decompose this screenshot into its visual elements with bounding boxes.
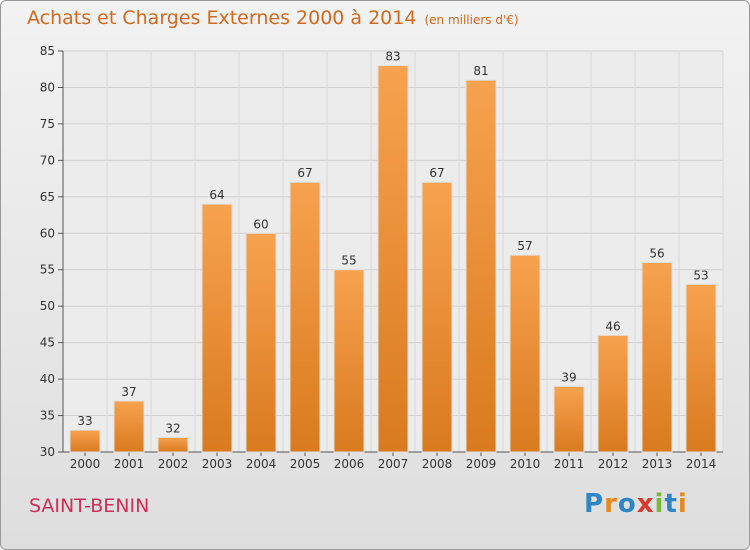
x-tick-label: 2001 bbox=[114, 457, 145, 471]
logo-letter: t bbox=[664, 489, 678, 519]
y-tick-label: 50 bbox=[40, 299, 55, 313]
data-label: 53 bbox=[693, 268, 708, 282]
logo-letter: x bbox=[636, 489, 655, 519]
chart-subtitle: (en milliers d'€) bbox=[424, 13, 519, 27]
x-tick-label: 2000 bbox=[70, 457, 101, 471]
data-label: 57 bbox=[517, 239, 532, 253]
bar bbox=[157, 436, 189, 453]
y-tick-label: 70 bbox=[40, 153, 55, 167]
data-label: 67 bbox=[429, 166, 444, 180]
bar bbox=[421, 181, 453, 453]
data-label: 37 bbox=[121, 385, 136, 399]
x-tick-label: 2003 bbox=[202, 457, 233, 471]
x-tick-label: 2013 bbox=[642, 457, 673, 471]
logo-letter: P bbox=[584, 489, 605, 519]
data-label: 33 bbox=[77, 414, 92, 428]
bar bbox=[641, 261, 673, 453]
y-tick-label: 60 bbox=[40, 226, 55, 240]
tick-labels: 30 35 40 45 50 55 60 65 70 75 80 85 2000 2001 2002 2003… bbox=[40, 44, 717, 471]
x-tick-label: 2008 bbox=[422, 457, 453, 471]
data-label: 56 bbox=[649, 246, 664, 260]
bar bbox=[553, 385, 585, 453]
x-tick-label: 2007 bbox=[378, 457, 409, 471]
bar bbox=[465, 79, 497, 453]
data-label: 46 bbox=[605, 319, 620, 333]
x-tick-label: 2012 bbox=[598, 457, 629, 471]
y-tick-label: 80 bbox=[40, 80, 55, 94]
y-tick-label: 35 bbox=[40, 409, 55, 423]
bar bbox=[69, 429, 101, 453]
chart-title-text: Achats et Charges Externes 2000 à 2014 bbox=[27, 7, 417, 29]
x-tick-label: 2005 bbox=[290, 457, 321, 471]
bar bbox=[685, 283, 717, 453]
bar bbox=[289, 181, 321, 453]
data-label: 39 bbox=[561, 370, 576, 384]
y-tick-label: 55 bbox=[40, 263, 55, 277]
bar bbox=[245, 232, 277, 453]
y-tick-label: 65 bbox=[40, 190, 55, 204]
y-tick-label: 85 bbox=[40, 44, 55, 58]
data-label: 32 bbox=[165, 421, 180, 435]
bar bbox=[377, 65, 409, 453]
logo-letter: r bbox=[604, 489, 618, 519]
y-tick-label: 40 bbox=[40, 372, 55, 386]
x-tick-label: 2009 bbox=[466, 457, 497, 471]
bar bbox=[509, 254, 541, 453]
data-label: 55 bbox=[341, 254, 356, 268]
y-tick-label: 75 bbox=[40, 117, 55, 131]
data-label: 64 bbox=[209, 188, 224, 202]
bar bbox=[113, 400, 145, 453]
data-label: 67 bbox=[297, 166, 312, 180]
data-label: 83 bbox=[385, 50, 400, 64]
x-tick-label: 2004 bbox=[246, 457, 277, 471]
x-tick-label: 2006 bbox=[334, 457, 365, 471]
y-tick-label: 45 bbox=[40, 336, 55, 350]
chart-title: Achats et Charges Externes 2000 à 2014 (e… bbox=[27, 7, 519, 29]
bar bbox=[597, 334, 629, 453]
bar bbox=[201, 203, 233, 453]
commune-name: SAINT-BENIN bbox=[29, 495, 150, 517]
logo-letter: i bbox=[654, 489, 665, 519]
x-tick-label: 2011 bbox=[554, 457, 585, 471]
bars bbox=[69, 65, 717, 453]
logo-letter: o bbox=[617, 489, 637, 519]
bar bbox=[333, 269, 365, 453]
data-label: 81 bbox=[473, 64, 488, 78]
y-tick-label: 30 bbox=[40, 445, 55, 459]
x-tick-label: 2014 bbox=[686, 457, 717, 471]
data-label: 60 bbox=[253, 217, 268, 231]
x-tick-label: 2010 bbox=[510, 457, 541, 471]
proxiti-logo: Proxiti bbox=[584, 489, 688, 519]
x-tick-label: 2002 bbox=[158, 457, 189, 471]
logo-letter: i bbox=[677, 489, 688, 519]
data-labels: 33 37 32 64 60 67 55 83 67 81 57 39 46 56 53 bbox=[77, 50, 708, 436]
